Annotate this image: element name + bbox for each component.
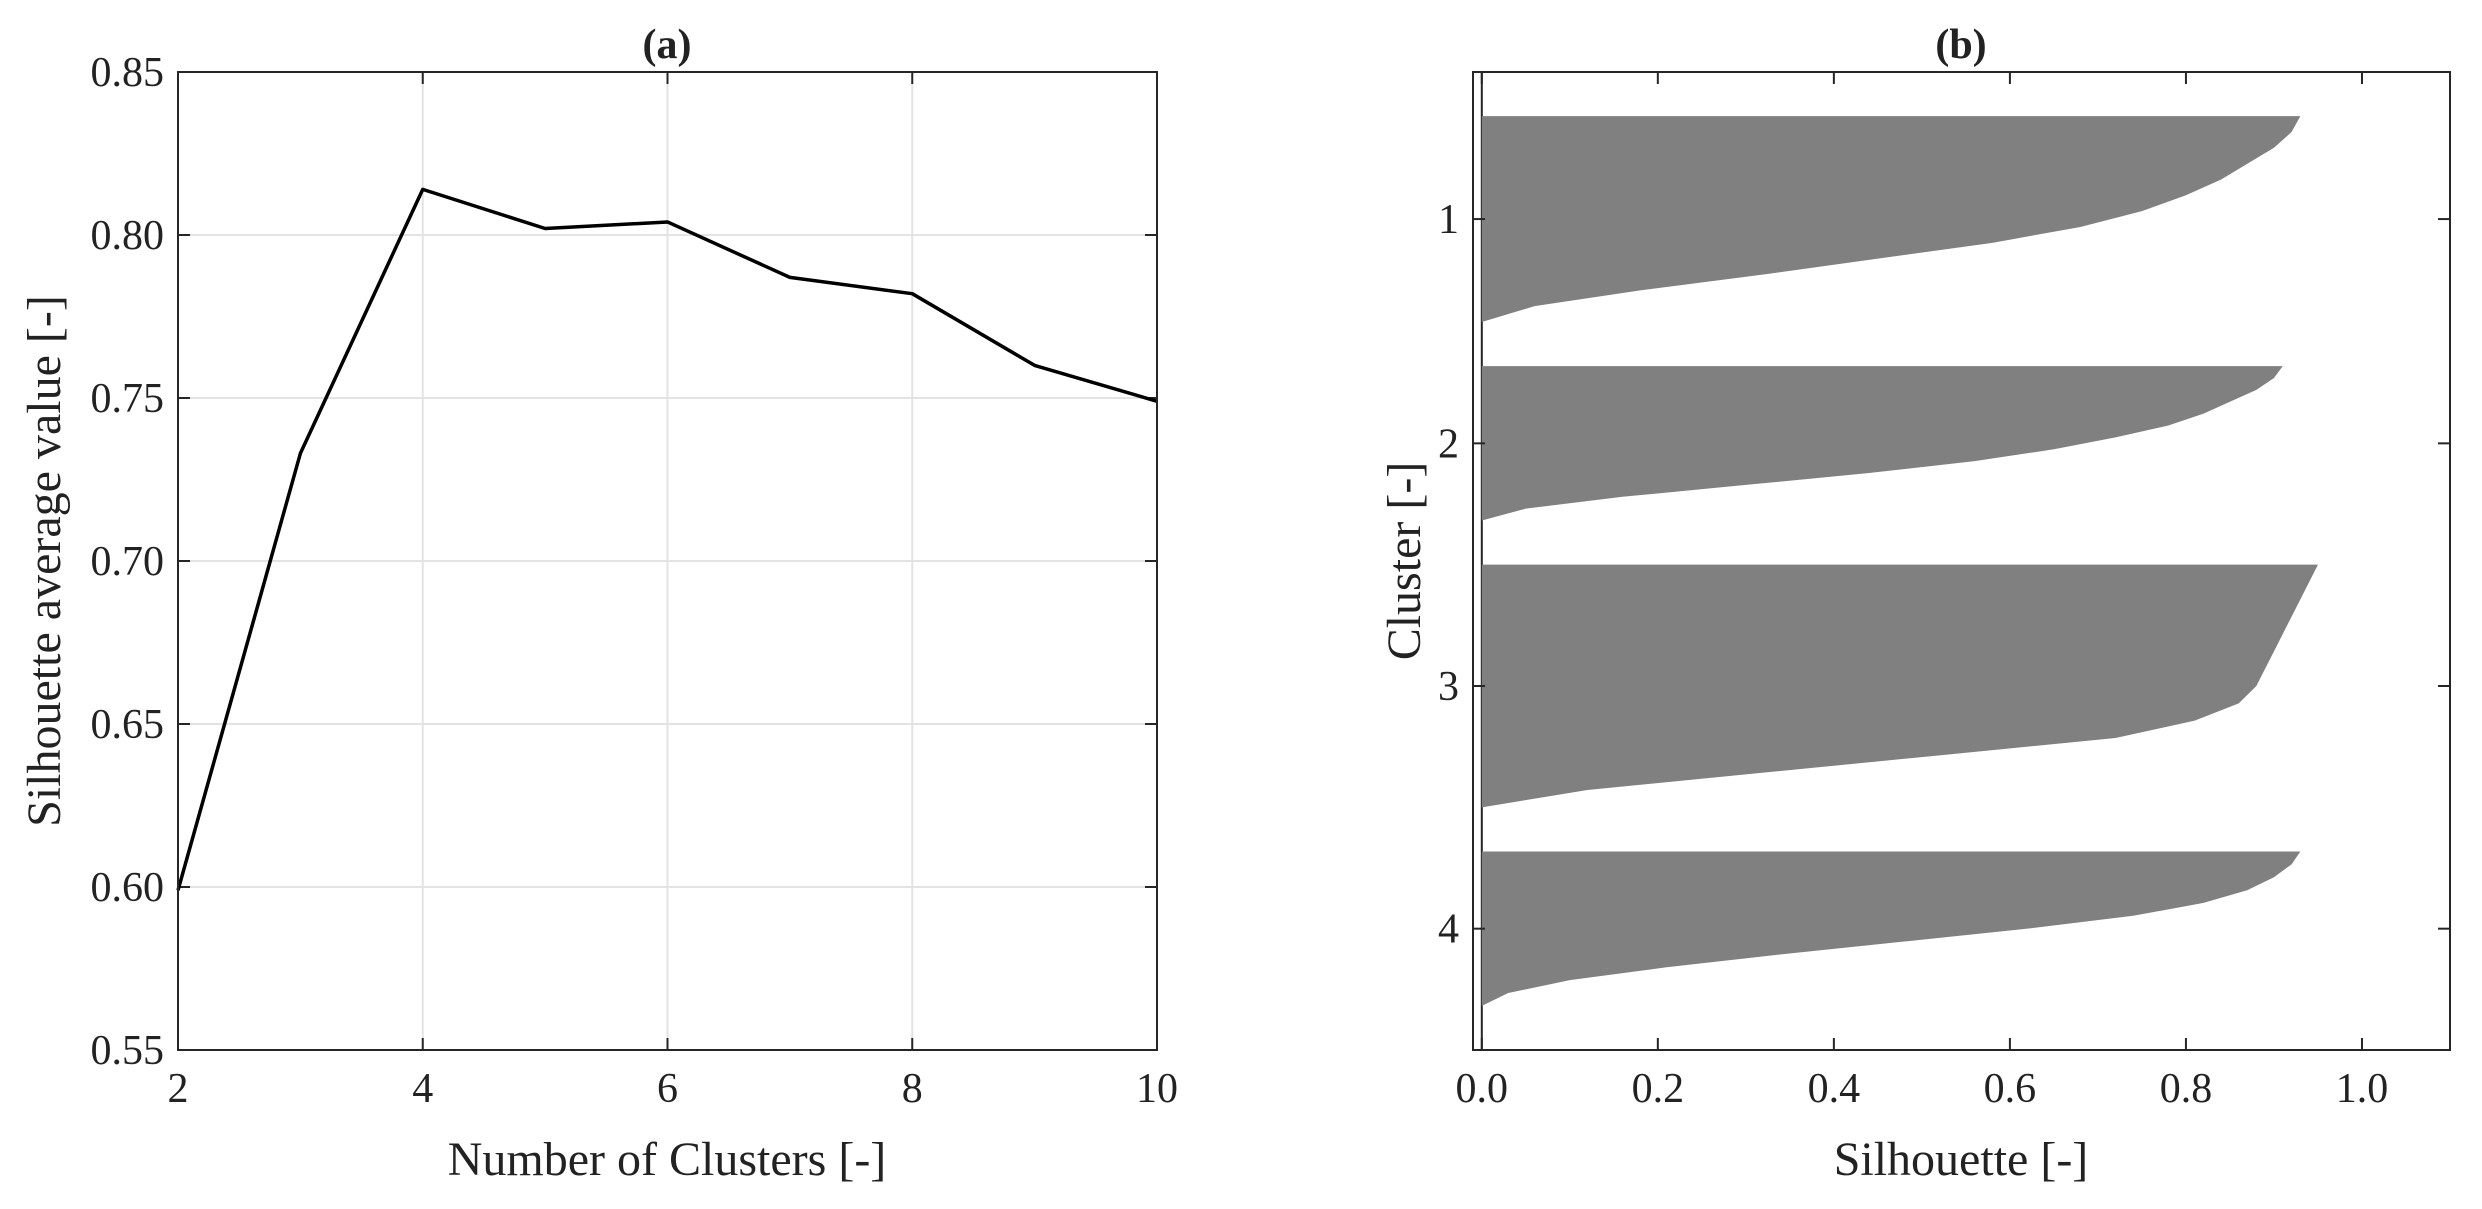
panel-b-plot-area: [1480, 72, 2318, 1050]
panel-a-xtick-label: 8: [902, 1066, 923, 1112]
panel-a-xlabel: Number of Clusters [-]: [448, 1133, 887, 1186]
panel-b-cluster-1-silhouette: [1481, 116, 2301, 323]
panel-b-tick-marks: [1473, 72, 2450, 1050]
panel-a-ytick-label: 0.55: [91, 1028, 165, 1074]
panel-b-cluster-4-silhouette: [1481, 851, 2301, 1006]
panel-a-ytick-label: 0.80: [91, 213, 165, 259]
panel-b-xtick-label: 1.0: [2336, 1066, 2389, 1112]
panel-a-axes-frame: [177, 71, 1158, 1051]
panel-b-silhouette-chart: 1 2 3 4 0.0 0.2 0.4 0.6 0.8 1.0 (b) Silhouette [-…: [1378, 22, 2451, 1186]
panel-a-gridlines: [177, 71, 1158, 1051]
panel-a-plot-area: [176, 187, 1158, 891]
panel-a-xtick-label: 2: [168, 1066, 189, 1112]
panel-a-ytick-label: 0.75: [91, 376, 165, 422]
panel-a-ylabel: Silhouette average value [-]: [18, 295, 71, 827]
panel-b-cluster-2-silhouette: [1481, 366, 2283, 521]
panel-a-line-chart: 2 4 6 8 10 0.55 0.60 0.65 0.70 0.75 0.80 0.85 (a) N…: [18, 22, 1178, 1186]
panel-b-xtick-label: 0.6: [1984, 1066, 2037, 1112]
panel-a-ytick-label: 0.85: [91, 50, 165, 96]
panel-b-axes-frame: [1472, 71, 2451, 1051]
panel-b-ytick-label: 4: [1438, 907, 1459, 953]
panel-b-xlabel: Silhouette [-]: [1834, 1133, 2089, 1186]
panel-b-tick-labels: 1 2 3 4 0.0 0.2 0.4 0.6 0.8 1.0: [1438, 197, 2388, 1112]
panel-b-ytick-label: 2: [1438, 421, 1459, 467]
panel-a-title: (a): [643, 22, 692, 68]
panel-a-xtick-label: 10: [1136, 1066, 1178, 1112]
panel-b-xtick-label: 0.0: [1456, 1066, 1509, 1112]
panel-a-ytick-label: 0.70: [91, 539, 165, 585]
panel-b-xtick-label: 0.4: [1808, 1066, 1861, 1112]
panel-b-xtick-label: 0.8: [2160, 1066, 2213, 1112]
panel-b-xtick-label: 0.2: [1632, 1066, 1685, 1112]
panel-a-series-line: [176, 187, 1158, 891]
panel-b-title: (b): [1935, 22, 1986, 68]
panel-b-ytick-label: 3: [1438, 664, 1459, 710]
panel-a-tick-labels: 2 4 6 8 10 0.55 0.60 0.65 0.70 0.75 0.80 0.85: [91, 50, 1179, 1112]
panel-b-ytick-label: 1: [1438, 197, 1459, 243]
panel-b-cluster-3-silhouette: [1481, 564, 2318, 808]
panel-a-xtick-label: 6: [657, 1066, 678, 1112]
panel-a-ytick-label: 0.60: [91, 865, 165, 911]
panel-b-ylabel: Cluster [-]: [1378, 462, 1431, 661]
panel-a-xtick-label: 4: [412, 1066, 433, 1112]
panel-a-ytick-label: 0.65: [91, 702, 165, 748]
